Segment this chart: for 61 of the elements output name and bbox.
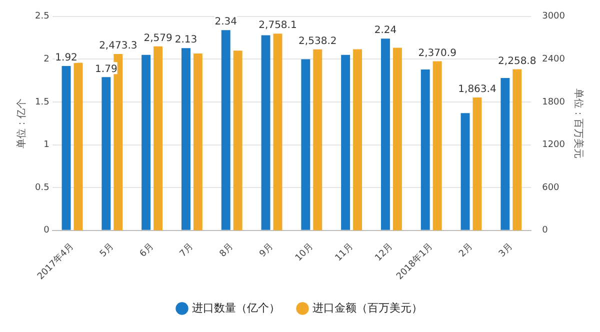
- y-tick-label: 1.5: [34, 97, 50, 108]
- y2-axis-title: 单位：百万美元: [572, 88, 584, 158]
- y-tick-label: 0: [44, 226, 50, 236]
- bar: [301, 59, 310, 230]
- data-label: 1,863.4: [458, 84, 496, 96]
- bar: [233, 50, 242, 230]
- y2-tick-label: 3000: [542, 12, 566, 22]
- bar: [341, 54, 350, 230]
- legend-label: 进口数量（亿个）: [192, 301, 280, 314]
- bar: [380, 38, 390, 230]
- bar: [432, 61, 442, 230]
- x-tick-label: 9月: [258, 242, 276, 260]
- y2-tick-label: 600: [542, 182, 560, 193]
- data-label: 2,473.3: [99, 40, 138, 52]
- y-axis-title: 单位：亿个: [16, 98, 28, 148]
- bar: [74, 62, 83, 230]
- bar: [460, 113, 470, 230]
- x-tick-label: 7月: [178, 242, 196, 260]
- bar: [353, 49, 362, 230]
- x-tick-label: 12月: [374, 242, 396, 264]
- data-label: 1.79: [95, 64, 118, 75]
- y2-tick-label: 1200: [542, 140, 566, 150]
- x-tick-label: 5月: [98, 242, 116, 260]
- bar: [221, 30, 230, 230]
- bar: [62, 66, 71, 230]
- x-tick-label: 8月: [218, 242, 236, 260]
- data-label: 1.92: [55, 52, 78, 64]
- data-label: 2,579: [144, 33, 172, 44]
- y-tick-label: 2.5: [34, 12, 50, 22]
- bar: [193, 53, 202, 230]
- data-label: 2,370.9: [418, 48, 456, 59]
- y-tick-label: 2: [44, 54, 50, 65]
- x-tick-label: 3月: [497, 242, 515, 260]
- y-tick-label: 1: [44, 140, 50, 150]
- data-label: 2.34: [214, 16, 238, 28]
- data-label: 2.13: [174, 34, 198, 46]
- y2-tick-label: 2400: [542, 54, 566, 65]
- bar: [154, 46, 163, 230]
- x-tick-label: 10月: [294, 242, 316, 264]
- bar: [142, 54, 151, 230]
- bar: [181, 48, 190, 230]
- bar: [512, 69, 522, 230]
- bar: [313, 49, 322, 230]
- y-tick-label: 0.5: [34, 182, 50, 193]
- bar: [392, 48, 402, 230]
- data-label: 2,538.2: [298, 36, 337, 47]
- x-tick-label: 11月: [334, 242, 356, 264]
- data-label: 2,758.1: [258, 20, 297, 32]
- bar: [420, 69, 430, 230]
- x-tick-label: 6月: [138, 242, 156, 260]
- bar: [273, 34, 282, 230]
- bar: [102, 77, 111, 230]
- y2-tick-label: 1800: [542, 97, 566, 108]
- legend-label: 进口金额（百万美元）: [312, 301, 422, 314]
- data-label: 2,258.8: [498, 56, 536, 67]
- bar: [261, 35, 270, 230]
- y2-tick-label: 0: [542, 226, 548, 236]
- data-label: 2.24: [374, 25, 397, 36]
- x-tick-label: 2月: [458, 242, 476, 260]
- bar: [472, 97, 482, 230]
- bar: [500, 78, 510, 230]
